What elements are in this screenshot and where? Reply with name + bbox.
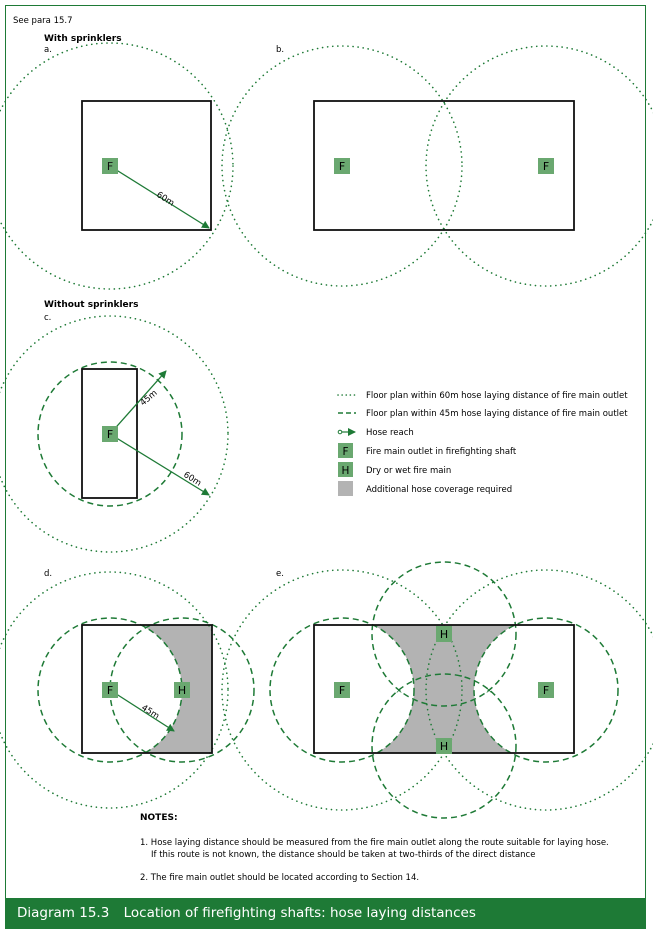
section-title-with-sprinklers: With sprinklers	[44, 34, 122, 44]
hose-reach-arrow	[109, 165, 210, 229]
coverage-45m-circle-H-top	[371, 561, 517, 707]
legend-F-letter: F	[342, 446, 348, 458]
coverage-60m-circle-left	[221, 45, 463, 287]
legend-label-60m: Floor plan within 60m hose laying distan…	[366, 391, 628, 401]
panel-d: 45m F H	[0, 571, 255, 809]
panel-label-e: e.	[276, 569, 284, 579]
distance-label-60m: 60m	[181, 470, 203, 489]
hose-reach-arrow-60m	[109, 433, 210, 496]
coverage-60m-circle	[0, 42, 234, 290]
coverage-45m-circle	[37, 361, 183, 507]
fire-main-outlet-label-right: F	[543, 684, 549, 697]
distance-label-45m: 45m	[139, 703, 161, 722]
fire-main-outlet-box	[102, 158, 118, 174]
fire-main-outlet-label-right: F	[543, 160, 549, 173]
fire-main-outlet-label: F	[107, 428, 113, 441]
caption-title: Location of firefighting shafts: hose la…	[123, 905, 476, 921]
dry-wet-fire-main-box	[174, 682, 190, 698]
coverage-45m-circle-left	[269, 617, 415, 763]
fire-main-outlet-box-right	[538, 158, 554, 174]
legend-label-45m: Floor plan within 45m hose laying distan…	[366, 409, 628, 419]
panel-label-b: b.	[276, 45, 284, 55]
legend-F-box-symbol	[338, 443, 353, 458]
section-title-without-sprinklers: Without sprinklers	[44, 300, 138, 310]
distance-label-45m: 45m	[139, 388, 160, 408]
additional-coverage-area	[314, 625, 574, 753]
additional-coverage-area	[82, 625, 212, 753]
coverage-60m-circle-left	[221, 569, 463, 811]
coverage-60m-circle	[0, 571, 229, 809]
notes: NOTES: 1. Hose laying distance should be…	[140, 813, 609, 883]
cross-mark-left: ×	[395, 686, 403, 696]
diagram-frame	[5, 5, 646, 929]
legend-label-additional: Additional hose coverage required	[366, 485, 512, 495]
fire-main-outlet-label-left: F	[339, 160, 345, 173]
legend-grey-box-symbol	[338, 481, 353, 496]
panel-label-c: c.	[44, 313, 51, 323]
cross-mark-right: ×	[485, 686, 493, 696]
fire-main-outlet-box	[102, 426, 118, 442]
panel-a: 60m F	[0, 42, 234, 290]
legend: Floor plan within 60m hose laying distan…	[337, 391, 628, 496]
dry-wet-fire-main-label-bottom: H	[440, 740, 448, 753]
floor-plan-outline	[313, 100, 575, 231]
hose-reach-arrow-45m	[109, 370, 167, 435]
legend-H-box-symbol	[338, 462, 353, 477]
coverage-60m-circle	[0, 315, 229, 553]
fire-main-outlet-label-left: F	[339, 684, 345, 697]
ref-note: See para 15.7	[13, 16, 73, 26]
note-1-line-1: 1. Hose laying distance should be measur…	[140, 838, 609, 848]
caption-number: Diagram 15.3	[17, 905, 110, 921]
hose-reach-arrow	[109, 689, 175, 732]
fire-main-outlet-label: F	[107, 684, 113, 697]
floor-plan-outline	[81, 100, 212, 231]
notes-title: NOTES:	[140, 813, 178, 823]
fire-main-outlet-box-right	[538, 682, 554, 698]
fire-main-outlet-box-left	[334, 158, 350, 174]
caption-bar: Diagram 15.3 Location of firefighting sh…	[6, 898, 646, 928]
panel-e: × × F F H H	[221, 561, 653, 819]
legend-label-main: Dry or wet fire main	[366, 466, 451, 476]
dry-wet-fire-main-label: H	[178, 684, 186, 697]
legend-arrow-origin	[337, 429, 343, 435]
coverage-60m-circle-right	[425, 569, 653, 811]
coverage-60m-circle-right	[425, 45, 653, 287]
floor-plan-outline	[81, 368, 138, 499]
panel-label-a: a.	[44, 45, 52, 55]
fire-main-outlet-label: F	[107, 160, 113, 173]
coverage-45m-circle-right	[473, 617, 619, 763]
fire-main-outlet-box-left	[334, 682, 350, 698]
floor-plan-outline	[81, 624, 213, 754]
dry-wet-fire-main-box-top	[436, 626, 452, 642]
legend-H-letter: H	[342, 465, 350, 477]
legend-label-outlet: Fire main outlet in firefighting shaft	[366, 447, 517, 457]
fire-main-outlet-box	[102, 682, 118, 698]
note-2: 2. The fire main outlet should be locate…	[140, 873, 419, 883]
panel-label-d: d.	[44, 569, 52, 579]
panel-c: 45m 60m F	[0, 315, 229, 553]
dry-wet-fire-main-label-top: H	[440, 628, 448, 641]
legend-label-hose-reach: Hose reach	[366, 428, 414, 438]
dry-wet-fire-main-box-bottom	[436, 738, 452, 754]
panel-b: F F	[221, 45, 653, 287]
coverage-45m-circle-H-bottom	[371, 673, 517, 819]
note-1-line-2: If this route is not known, the distance…	[151, 850, 535, 860]
